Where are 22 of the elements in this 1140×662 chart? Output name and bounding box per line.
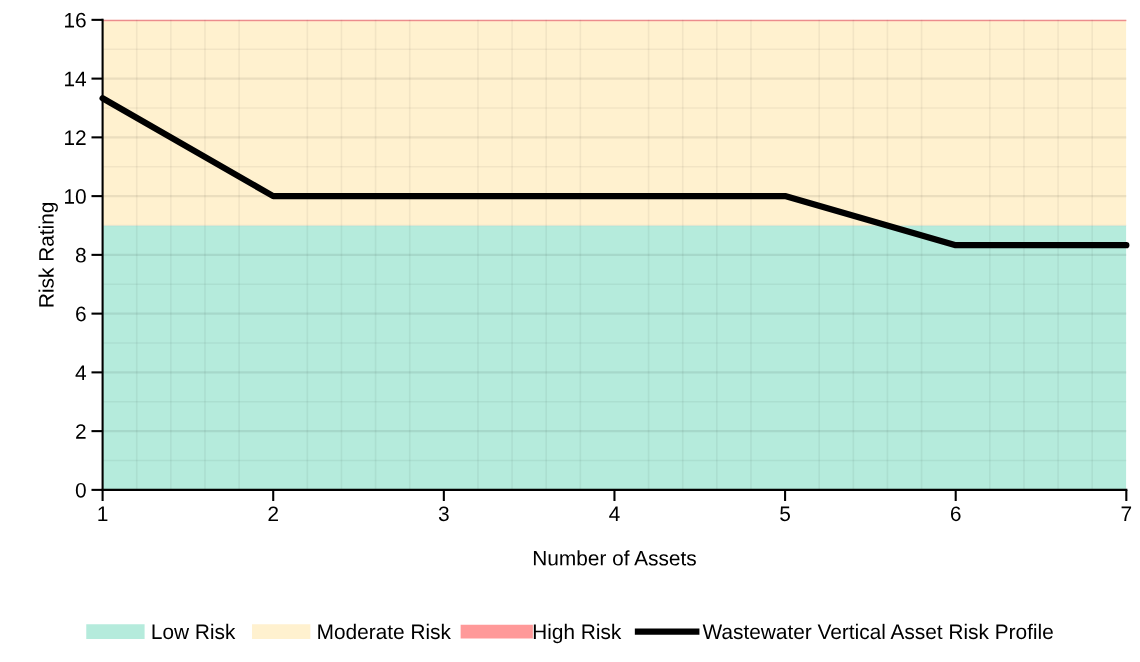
x-tick-label: 7 [1121, 506, 1132, 521]
x-axis-title: Number of Assets [533, 550, 696, 566]
y-tick-label: 6 [76, 306, 86, 322]
x-tick-label: 4 [609, 506, 620, 521]
legend-label: High Risk [533, 623, 622, 644]
y-axis-title: Risk Rating [38, 202, 58, 307]
x-tick-label: 6 [950, 506, 961, 522]
y-tick-label: 14 [65, 71, 87, 87]
y-tick-label: 2 [76, 424, 86, 439]
x-tick-label: 1 [98, 506, 108, 521]
y-tick-label: 12 [65, 130, 86, 145]
legend-label: Wastewater Vertical Asset Risk Profile [702, 623, 1053, 640]
y-tick-label: 16 [65, 12, 86, 28]
x-tick-label: 5 [780, 506, 790, 522]
y-tick-label: 10 [65, 189, 86, 204]
x-tick-label: 2 [268, 506, 278, 521]
x-tick-label: 3 [438, 506, 449, 522]
legend-label: Moderate Risk [318, 623, 451, 640]
y-tick-label: 0 [75, 482, 86, 498]
y-tick-label: 4 [75, 365, 87, 380]
legend-label: Low Risk [152, 623, 236, 640]
y-tick-label: 8 [75, 247, 86, 263]
